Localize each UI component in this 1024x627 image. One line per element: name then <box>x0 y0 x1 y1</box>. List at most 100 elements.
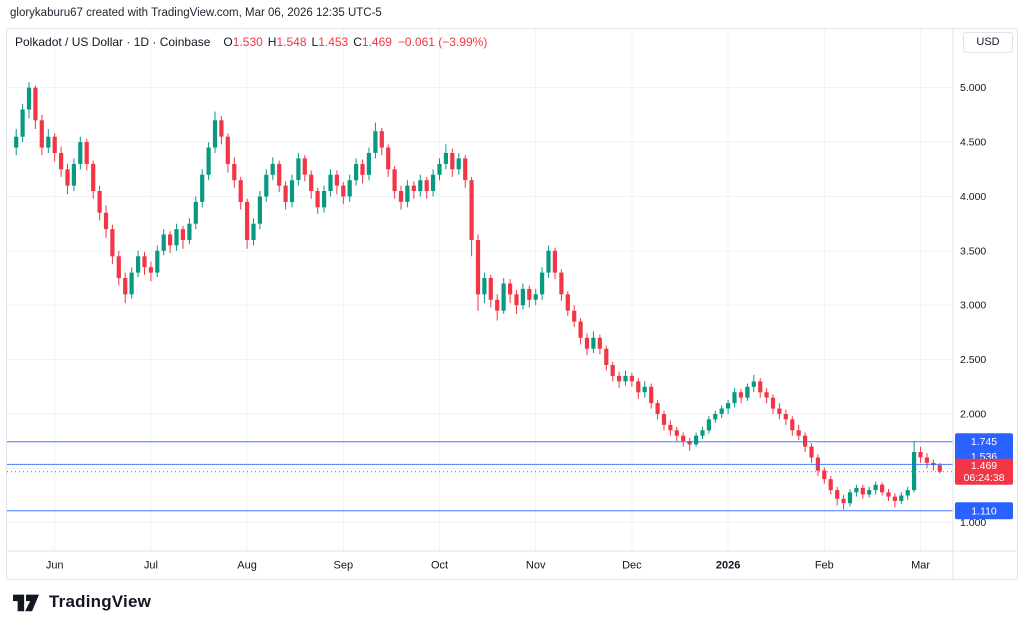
candle <box>302 155 307 182</box>
candle <box>905 486 910 500</box>
price-chart-svg[interactable]: 5.000 4.500 4.000 3.500 3.000 2.500 2.000 1.000… <box>7 29 1017 579</box>
candle <box>514 290 519 314</box>
candle <box>245 198 250 249</box>
candle <box>366 147 371 181</box>
candle <box>373 122 378 159</box>
candle <box>815 454 820 476</box>
svg-text:5.000: 5.000 <box>960 82 986 94</box>
svg-text:3.500: 3.500 <box>960 245 986 257</box>
candle <box>841 494 846 510</box>
candle <box>309 170 314 199</box>
candle <box>924 453 929 469</box>
svg-text:Aug: Aug <box>237 560 257 572</box>
candle <box>129 267 134 299</box>
candle <box>508 279 513 304</box>
candle <box>796 424 801 441</box>
candle <box>873 481 878 495</box>
candle <box>283 181 288 210</box>
candle <box>431 169 436 197</box>
candle <box>59 146 64 177</box>
candle <box>803 432 808 452</box>
currency-usd-button[interactable]: USD <box>963 32 1013 53</box>
candle <box>770 394 776 414</box>
svg-text:Mar: Mar <box>911 560 930 572</box>
candle <box>565 291 570 317</box>
candle <box>155 245 160 277</box>
candle <box>187 218 192 245</box>
candle <box>758 378 763 398</box>
svg-text:2.500: 2.500 <box>960 354 986 366</box>
candle <box>880 482 885 496</box>
svg-text:3.000: 3.000 <box>960 300 986 312</box>
countdown-text: 06:24:38 <box>964 472 1005 484</box>
svg-text:Jun: Jun <box>46 560 64 572</box>
candle <box>540 267 545 300</box>
candle <box>26 82 32 119</box>
candle <box>463 155 468 188</box>
candle <box>867 486 872 498</box>
candle <box>572 305 577 327</box>
candle <box>751 374 756 393</box>
candle <box>828 476 833 495</box>
price-axis[interactable] <box>953 29 1017 551</box>
candle <box>123 272 128 304</box>
candle <box>193 196 198 230</box>
candle <box>315 187 320 214</box>
candle <box>501 278 506 314</box>
candle <box>700 427 705 439</box>
candle <box>520 283 525 310</box>
candle <box>443 144 448 170</box>
candle <box>847 489 853 507</box>
candle <box>437 158 442 181</box>
last-price-badge: 1.46906:24:38 <box>955 458 1013 485</box>
candle <box>20 104 25 143</box>
candle <box>71 158 76 191</box>
candle <box>604 345 609 371</box>
candle <box>424 176 429 199</box>
candle <box>854 484 859 497</box>
candle <box>148 261 153 282</box>
candle <box>912 441 917 493</box>
candle <box>687 437 692 451</box>
price-axis-labels: 5.000 4.500 4.000 3.500 3.000 2.500 2.000 1.000 <box>960 82 986 529</box>
candle <box>681 432 686 447</box>
candle <box>251 218 256 246</box>
candle <box>97 185 102 221</box>
candle <box>347 174 352 202</box>
candlestick-series[interactable] <box>14 82 942 510</box>
svg-text:4.000: 4.000 <box>960 191 986 203</box>
candle <box>764 387 769 404</box>
candle <box>527 285 532 308</box>
candle <box>642 381 647 398</box>
close-value: 1.469 <box>361 35 392 49</box>
candle <box>78 136 83 170</box>
attribution-text: glorykaburu67 created with TradingView.c… <box>10 7 382 19</box>
footer-brand[interactable]: TradingView <box>10 589 151 615</box>
candle <box>392 166 397 199</box>
svg-text:Sep: Sep <box>334 560 354 572</box>
high-value: 1.548 <box>276 35 307 49</box>
svg-text:Nov: Nov <box>526 560 546 572</box>
svg-text:1.110: 1.110 <box>971 505 997 517</box>
candle <box>116 250 121 286</box>
candle <box>584 333 590 356</box>
candle <box>386 144 391 177</box>
candle <box>661 410 667 431</box>
candle <box>809 443 814 463</box>
ohlc-readout: O1.530 H1.548 L1.453 C1.469 −0.061 (−3.99%) <box>218 35 487 49</box>
candle <box>822 467 827 484</box>
svg-text:1.000: 1.000 <box>960 517 986 529</box>
high-key: H <box>267 35 277 49</box>
candle <box>617 371 622 388</box>
time-axis[interactable] <box>7 551 953 579</box>
candle <box>674 427 679 442</box>
brand-name: TradingView <box>49 592 152 611</box>
candle <box>456 153 461 175</box>
candle <box>168 231 173 253</box>
symbol-title[interactable]: Polkadot / US Dollar · 1D · Coinbase <box>15 35 211 49</box>
candle <box>694 432 699 447</box>
candle <box>892 493 897 508</box>
candle <box>578 318 583 345</box>
candle <box>899 492 904 505</box>
candle <box>379 128 384 156</box>
